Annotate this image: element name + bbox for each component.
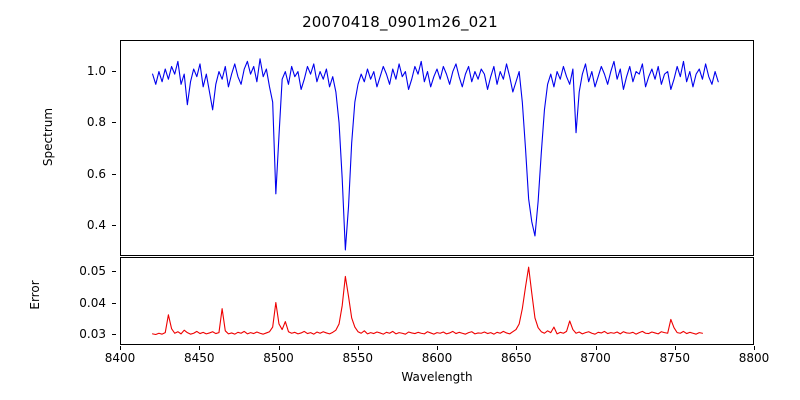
spectrum-ytick-0: 1.0 <box>86 63 106 78</box>
error-ytick-labels: 0.05 0.04 0.03 <box>60 257 116 345</box>
spectrum-plot-area <box>121 41 753 255</box>
xtick-mark-7 <box>674 346 676 350</box>
error-ytick-2: 0.03 <box>79 327 106 341</box>
spectrum-ytick-1: 0.8 <box>86 115 106 130</box>
spectrum-panel <box>120 40 754 256</box>
spectrum-ytick-mark-2 <box>112 173 116 175</box>
error-panel <box>120 257 754 345</box>
error-axis-label: Error <box>28 280 42 310</box>
xtick-3: 8550 <box>342 351 374 365</box>
spectrum-ytick-labels: 1.0 0.8 0.6 0.4 <box>66 40 116 256</box>
error-ytick-mark-0 <box>112 271 116 273</box>
wavelength-axis-label: Wavelength <box>401 370 473 384</box>
xtick-4: 8600 <box>421 351 453 365</box>
spectrum-ytick-2: 0.6 <box>86 166 106 181</box>
xtick-mark-4 <box>437 346 438 350</box>
error-ytick-1: 0.04 <box>79 295 106 310</box>
xtick-mark-1 <box>199 346 201 350</box>
spectrum-ytick-mark-1 <box>112 122 116 124</box>
figure-title: 20070418_0901m26_021 <box>302 13 498 31</box>
error-ytick-mark-1 <box>112 302 116 304</box>
error-plot-area <box>121 258 753 344</box>
spectrum-line <box>153 59 719 250</box>
spectrum-ytick-mark-0 <box>112 70 116 72</box>
xtick-mark-2 <box>278 346 280 350</box>
error-line <box>153 267 703 334</box>
xtick-7: 8750 <box>659 351 691 365</box>
spectrum-ytick-mark-3 <box>112 225 116 227</box>
xtick-5: 8650 <box>500 351 532 365</box>
xtick-mark-0 <box>120 346 121 350</box>
xtick-6: 8700 <box>580 351 611 365</box>
xtick-0: 8400 <box>104 351 136 365</box>
spectrum-axis-label: Spectrum <box>41 107 55 167</box>
xtick-mark-6 <box>595 346 597 350</box>
xtick-mark-8 <box>754 346 755 350</box>
error-ytick-0: 0.05 <box>79 264 106 279</box>
spectrum-ytick-3: 0.4 <box>86 218 106 233</box>
xtick-8: 8800 <box>738 351 770 365</box>
error-ytick-mark-2 <box>112 334 116 335</box>
wavelength-xtick-labels: 8400 8450 8500 8550 8600 8650 8700 8750 8800 <box>105 346 769 366</box>
xtick-1: 8450 <box>183 351 215 365</box>
xtick-2: 8500 <box>263 351 294 365</box>
xtick-mark-3 <box>357 346 359 350</box>
xtick-mark-5 <box>516 346 518 350</box>
